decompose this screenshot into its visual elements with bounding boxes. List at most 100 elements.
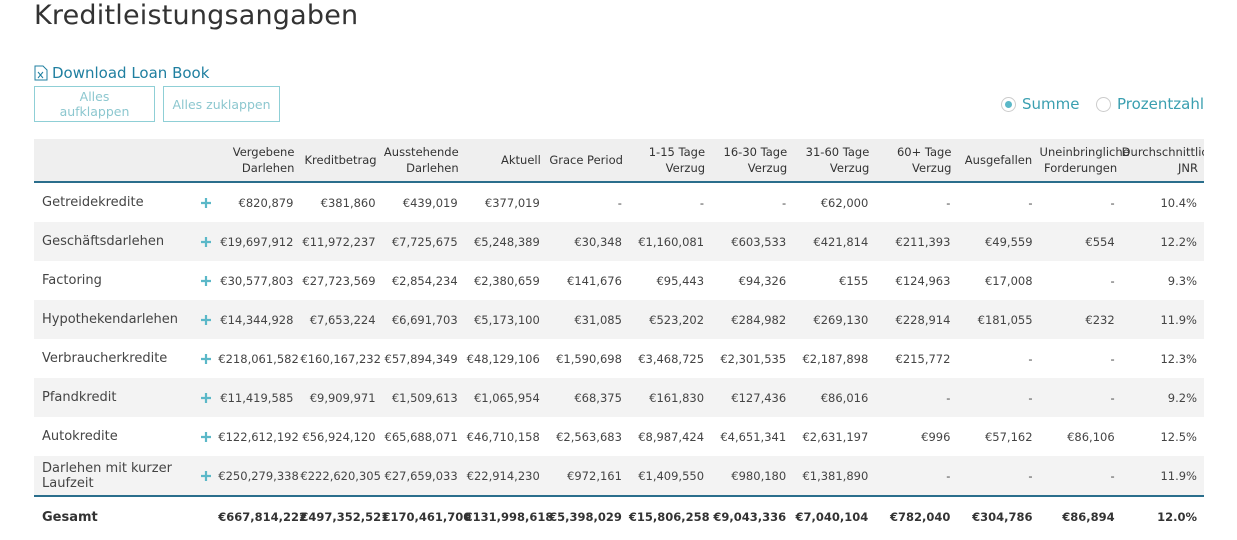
value-cell: €122,612,192 <box>218 429 299 444</box>
radio-dot <box>1001 96 1016 112</box>
plus-icon <box>201 236 212 247</box>
expand-button[interactable] <box>194 339 218 378</box>
plus-icon <box>201 275 212 286</box>
plus-icon <box>201 431 212 442</box>
column-header: Ausgefallen <box>957 139 1040 183</box>
table-row: Hypothekendarlehen €14,344,928 €7,653,224 €… <box>34 300 1204 339</box>
expand-all-button[interactable]: Alles aufklappen <box>34 86 155 122</box>
value-cell: - <box>782 195 787 210</box>
value-cell: €972,161 <box>546 456 629 497</box>
value-cell: €11,972,237 <box>300 222 383 261</box>
value-cell: €218,061,582 <box>218 351 299 366</box>
value-cell: - <box>1110 273 1115 288</box>
page-title: Kreditleistungsangaben <box>34 0 359 31</box>
value-cell: €160,167,232 <box>300 351 381 366</box>
value-cell: €381,860 <box>320 195 376 210</box>
value-cell: €284,982 <box>711 300 794 339</box>
value-cell: - <box>957 456 1040 497</box>
value-cell: €554 <box>1039 222 1122 261</box>
download-link[interactable]: Download Loan Book <box>34 64 209 82</box>
value-cell: €27,723,569 <box>302 273 376 288</box>
row-name: Pfandkredit <box>34 378 195 417</box>
value-cell: - <box>946 195 951 210</box>
value-cell: €5,398,029 <box>549 510 622 524</box>
value-cell: €5,173,100 <box>464 300 547 339</box>
value-cell: - <box>1039 378 1122 417</box>
value-cell: €8,987,424 <box>638 429 705 444</box>
value-cell: - <box>1028 351 1033 366</box>
expand-button[interactable] <box>194 300 219 339</box>
collapse-all-button[interactable]: Alles zuklappen <box>163 86 280 122</box>
value-cell: €2,380,659 <box>473 273 540 288</box>
value-cell: €127,436 <box>711 378 794 417</box>
expand-button[interactable] <box>194 222 219 261</box>
value-cell: 11.9% <box>1121 300 1204 339</box>
loan-table: Vergebene Darlehen Kreditbetrag Ausstehend… <box>34 139 1204 537</box>
expand-button[interactable] <box>194 417 218 456</box>
radio-sum[interactable]: Summe <box>1001 95 1079 113</box>
plus-icon <box>201 470 212 481</box>
value-cell: €22,914,230 <box>464 456 547 497</box>
value-cell: €14,344,928 <box>218 300 301 339</box>
total-row: Gesamt €667,814,222 €497,352,521 €170,461,7… <box>34 496 1204 537</box>
value-cell: €269,130 <box>793 300 876 339</box>
table-row: Verbraucherkredite €218,061,582 €160,167,2… <box>34 339 1204 378</box>
value-cell: €31,085 <box>546 300 629 339</box>
value-cell: €86,106 <box>1067 429 1115 444</box>
expand-button[interactable] <box>194 378 219 417</box>
value-cell: €161,830 <box>628 378 712 417</box>
value-cell: €2,854,234 <box>391 273 458 288</box>
value-cell: €27,659,033 <box>382 456 465 497</box>
header-cell <box>34 139 195 183</box>
value-cell: - <box>875 456 958 497</box>
radio-percent[interactable]: Prozentzahl <box>1096 95 1204 113</box>
value-cell: - <box>1110 195 1115 210</box>
value-cell: €62,000 <box>820 195 869 210</box>
value-cell: - <box>1110 351 1115 366</box>
table-row: Factoring €30,577,803 €27,723,569 €2,854,23… <box>34 261 1204 300</box>
value-cell: €1,381,890 <box>793 456 876 497</box>
value-cell: - <box>699 195 705 210</box>
column-header: Vergebene Darlehen <box>218 139 301 183</box>
value-cell: €1,065,954 <box>464 378 547 417</box>
table-row: Getreidekredite €820,879 €381,860 €439,019 €… <box>34 182 1204 222</box>
value-cell: €1,509,613 <box>382 378 465 417</box>
value-cell: 12.0% <box>1157 510 1197 524</box>
column-header: 16-30 Tage Verzug <box>711 139 794 183</box>
table-row: Pfandkredit €11,419,585 €9,909,971 €1,509,6… <box>34 378 1204 417</box>
value-cell: €65,688,071 <box>384 429 458 444</box>
table-wrapper: Vergebene Darlehen Kreditbetrag Ausstehend… <box>34 139 1204 537</box>
value-cell: €667,814,222 <box>218 510 308 524</box>
value-cell: €5,248,389 <box>464 222 547 261</box>
plus-icon <box>201 353 212 364</box>
value-cell: €7,040,104 <box>795 510 869 524</box>
row-name: Getreidekredite <box>42 195 144 210</box>
expand-button[interactable] <box>194 182 218 222</box>
expand-button[interactable] <box>194 261 218 300</box>
value-cell: €782,040 <box>890 510 951 524</box>
column-header: 31-60 Tage Verzug <box>793 139 876 183</box>
value-cell: €603,533 <box>711 222 794 261</box>
table-row: Geschäftsdarlehen €19,697,912 €11,972,237 €… <box>34 222 1204 261</box>
radio-label: Summe <box>1022 95 1080 113</box>
table-row: Autokredite €122,612,192 €56,924,120 €65,68… <box>34 417 1204 456</box>
value-cell: €19,697,912 <box>218 222 301 261</box>
expand-button[interactable] <box>194 456 219 497</box>
value-cell: 12.2% <box>1121 222 1204 261</box>
header-row: Vergebene Darlehen Kreditbetrag Ausstehend… <box>34 139 1204 183</box>
value-cell: €17,008 <box>984 273 1033 288</box>
value-cell: - <box>957 378 1040 417</box>
value-cell: €215,772 <box>895 351 951 366</box>
value-cell: 10.4% <box>1160 195 1197 210</box>
value-cell: €2,301,535 <box>720 351 787 366</box>
column-header: Aktuell <box>464 139 547 183</box>
value-cell: €56,924,120 <box>302 429 376 444</box>
value-cell: €141,676 <box>567 273 622 288</box>
row-name: Verbraucherkredite <box>42 351 168 366</box>
header-cell <box>194 139 219 183</box>
value-cell: €3,468,725 <box>638 351 705 366</box>
value-cell: €9,909,971 <box>300 378 383 417</box>
value-cell: €1,160,081 <box>628 222 712 261</box>
value-cell: €6,691,703 <box>382 300 465 339</box>
